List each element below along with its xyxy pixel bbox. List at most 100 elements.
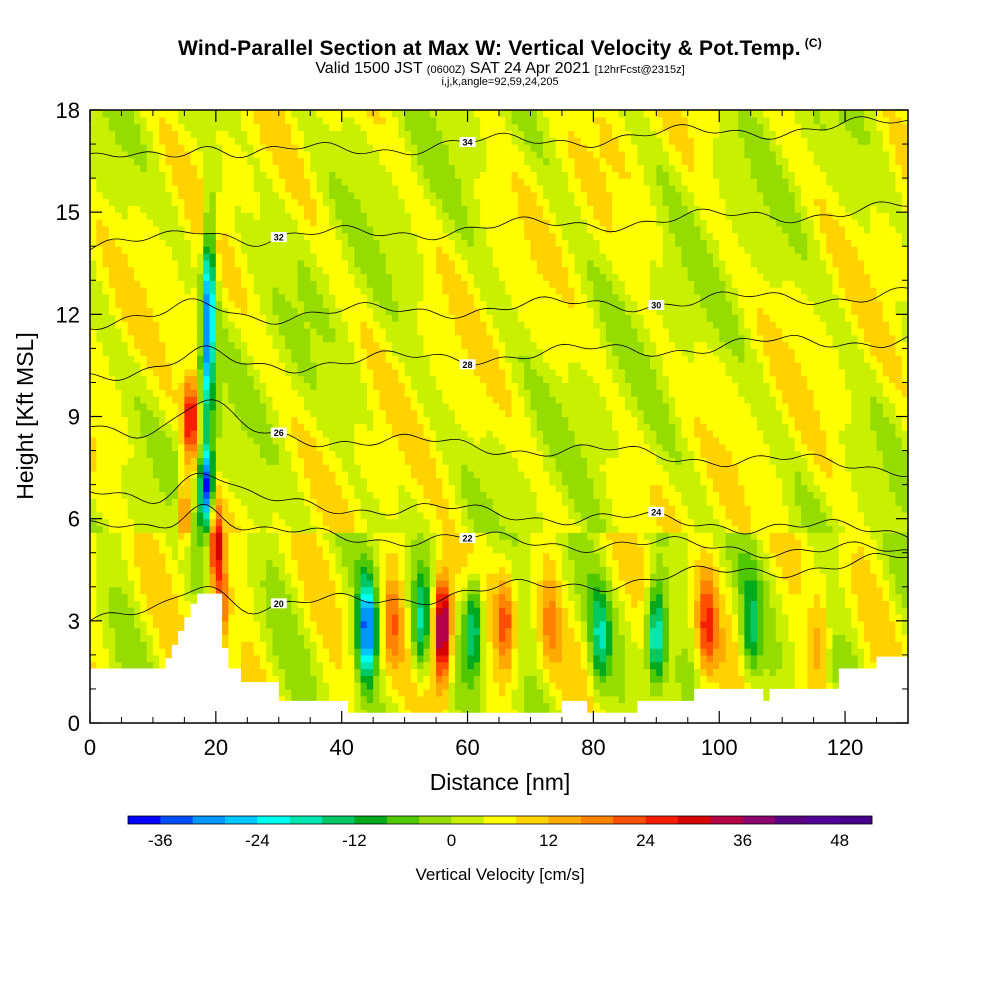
velocity-cell — [209, 198, 217, 206]
velocity-cell — [140, 178, 148, 186]
velocity-cell — [297, 470, 305, 479]
velocity-cell — [360, 334, 368, 343]
velocity-cell — [96, 661, 104, 670]
velocity-cell — [347, 464, 355, 472]
velocity-cell — [417, 402, 425, 411]
velocity-cell — [115, 123, 123, 132]
velocity-cell — [222, 266, 230, 275]
velocity-cell — [360, 327, 368, 336]
velocity-cell — [127, 627, 135, 636]
velocity-cell — [184, 259, 192, 268]
velocity-cell — [96, 627, 104, 636]
velocity-cell — [429, 470, 437, 479]
velocity-cell — [178, 327, 185, 336]
velocity-cell — [209, 246, 217, 254]
velocity-cell — [96, 430, 104, 438]
velocity-cell — [398, 368, 406, 377]
velocity-cell — [410, 600, 418, 608]
velocity-cell — [347, 607, 355, 615]
velocity-cell — [115, 552, 123, 561]
velocity-cell — [190, 511, 198, 520]
velocity-cell — [310, 661, 318, 670]
velocity-cell — [316, 430, 324, 438]
velocity-cell — [165, 498, 173, 506]
velocity-cell — [398, 246, 406, 254]
velocity-cell — [203, 539, 211, 547]
velocity-cell — [366, 293, 374, 302]
velocity-cell — [297, 586, 305, 595]
velocity-cell — [196, 477, 204, 486]
velocity-cell — [329, 511, 336, 520]
velocity-cell — [291, 232, 299, 241]
velocity-cell — [410, 171, 418, 179]
velocity-cell — [373, 144, 381, 152]
velocity-cell — [115, 212, 123, 220]
velocity-cell — [278, 614, 286, 622]
velocity-cell — [385, 648, 393, 656]
velocity-cell — [404, 382, 412, 390]
velocity-cell — [247, 566, 255, 574]
velocity-cell — [90, 389, 97, 397]
velocity-cell — [341, 457, 349, 465]
velocity-cell — [259, 150, 267, 159]
velocity-cell — [379, 225, 387, 234]
velocity-cell — [203, 218, 211, 227]
velocity-cell — [266, 280, 274, 288]
velocity-cell — [159, 614, 167, 622]
velocity-cell — [165, 123, 173, 132]
velocity-cell — [341, 634, 349, 642]
velocity-cell — [385, 409, 393, 418]
velocity-cell — [146, 280, 154, 288]
velocity-cell — [134, 505, 141, 513]
velocity-cell — [347, 327, 355, 336]
velocity-cell — [341, 273, 349, 281]
velocity-cell — [385, 191, 393, 200]
velocity-cell — [272, 368, 280, 377]
velocity-cell — [102, 191, 110, 200]
velocity-cell — [102, 566, 110, 574]
velocity-cell — [190, 327, 198, 336]
velocity-cell — [146, 198, 154, 206]
velocity-cell — [385, 566, 393, 574]
velocity-cell — [115, 641, 123, 649]
velocity-cell — [228, 579, 236, 588]
velocity-cell — [152, 559, 160, 567]
velocity-cell — [392, 586, 399, 595]
velocity-cell — [285, 627, 292, 636]
velocity-cell — [184, 552, 192, 561]
velocity-cell — [410, 552, 418, 561]
velocity-cell — [291, 695, 299, 704]
velocity-cell — [241, 314, 248, 322]
velocity-cell — [90, 157, 97, 166]
velocity-cell — [335, 191, 343, 200]
velocity-cell — [278, 362, 286, 370]
velocity-cell — [266, 273, 274, 281]
velocity-cell — [310, 266, 318, 275]
velocity-cell — [366, 464, 374, 472]
velocity-cell — [90, 218, 97, 227]
velocity-cell — [134, 409, 141, 418]
velocity-cell — [436, 545, 443, 554]
velocity-cell — [259, 218, 267, 227]
velocity-cell — [429, 321, 437, 329]
velocity-cell — [266, 593, 274, 601]
velocity-cell — [341, 355, 349, 363]
velocity-cell — [222, 191, 230, 200]
velocity-cell — [379, 648, 387, 656]
velocity-cell — [329, 287, 336, 295]
velocity-cell — [178, 423, 185, 431]
velocity-cell — [209, 232, 217, 241]
velocity-cell — [171, 552, 179, 561]
velocity-cell — [392, 293, 399, 302]
velocity-cell — [209, 212, 217, 220]
velocity-cell — [228, 559, 236, 567]
velocity-cell — [247, 355, 255, 363]
velocity-cell — [404, 137, 412, 145]
velocity-cell — [347, 144, 355, 152]
velocity-cell — [171, 178, 179, 186]
velocity-cell — [146, 600, 154, 608]
velocity-cell — [241, 164, 248, 172]
velocity-cell — [385, 491, 393, 499]
velocity-cell — [310, 675, 318, 683]
velocity-cell — [278, 484, 286, 493]
